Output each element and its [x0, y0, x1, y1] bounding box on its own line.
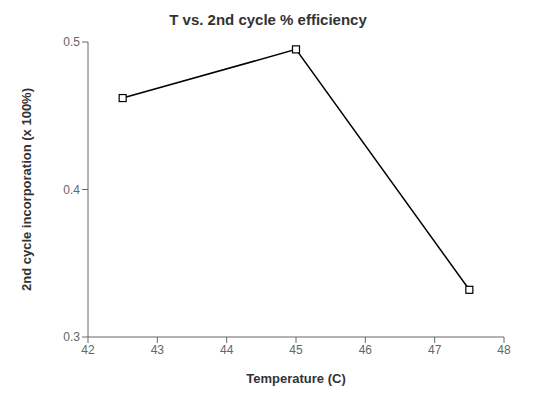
svg-text:45: 45	[289, 343, 303, 357]
svg-text:0.5: 0.5	[63, 35, 80, 49]
svg-text:2nd cycle incorporation (x 100: 2nd cycle incorporation (x 100%)	[19, 88, 34, 291]
html-text:T vs. 2nd cycle % efficiency: T vs. 2nd cycle % efficiency	[169, 11, 367, 28]
svg-text:Temperature (C): Temperature (C)	[246, 371, 345, 386]
svg-text:43: 43	[151, 343, 165, 357]
svg-text:46: 46	[359, 343, 373, 357]
svg-text:0.4: 0.4	[63, 183, 80, 197]
svg-text:42: 42	[81, 343, 95, 357]
svg-text:44: 44	[220, 343, 234, 357]
svg-text:48: 48	[497, 343, 511, 357]
svg-text:47: 47	[428, 343, 442, 357]
svg-text:0.3: 0.3	[63, 330, 80, 344]
